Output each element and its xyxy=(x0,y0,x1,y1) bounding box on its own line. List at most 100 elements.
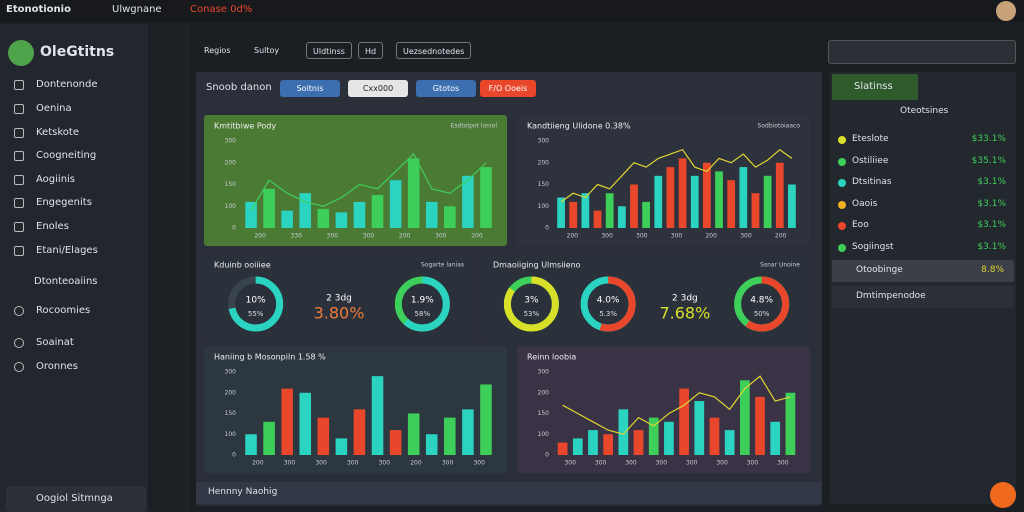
status-dot xyxy=(838,136,846,144)
menu-item[interactable]: Soainat xyxy=(36,337,74,348)
x-tick-label: 300 xyxy=(442,460,454,467)
avatar[interactable] xyxy=(996,1,1016,21)
trend-line xyxy=(250,153,487,211)
chart-title: Kmtitbiwe Pody xyxy=(214,122,276,131)
menu-item[interactable]: Enoles xyxy=(36,221,69,232)
x-tick-label: 300 xyxy=(716,460,728,467)
menu-item[interactable]: Oronnes xyxy=(36,361,78,372)
gauge-legend: Ssnar Unoine xyxy=(760,262,800,269)
gauge-panel xyxy=(483,254,810,339)
bar xyxy=(281,210,293,228)
y-tick-label: 150 xyxy=(225,410,237,417)
x-tick-label: 200 xyxy=(567,233,579,240)
menu-item[interactable]: Etani/Elages xyxy=(36,245,98,256)
filter-button[interactable]: Gtotos xyxy=(416,80,476,97)
filter-button[interactable]: Cxx000 xyxy=(348,80,408,97)
bar xyxy=(593,210,602,228)
y-tick-label: 0 xyxy=(232,452,236,459)
bar xyxy=(630,184,638,228)
bar xyxy=(763,175,772,228)
chart-legend: Sodbiotoiaaco xyxy=(758,123,801,130)
menu-icon xyxy=(14,198,24,208)
toolbar-button[interactable]: Uezsednotedes xyxy=(396,42,472,59)
menu-icon xyxy=(14,306,24,316)
bar xyxy=(581,193,590,228)
x-tick-label: 300 xyxy=(595,460,607,467)
top-item[interactable]: Ulwgnane xyxy=(112,4,162,15)
bar xyxy=(654,175,663,228)
y-tick-label: 200 xyxy=(225,389,237,396)
bar xyxy=(299,193,312,228)
filter-button[interactable]: Soitnis xyxy=(280,80,340,97)
gauge-sublabel: 5.3% xyxy=(599,310,617,318)
x-tick-label: 300 xyxy=(686,460,698,467)
x-tick-label: 300 xyxy=(671,233,683,240)
menu-item[interactable]: Aogiinis xyxy=(36,174,76,185)
settings-button[interactable]: Oogiol Sitmnga xyxy=(6,486,146,512)
x-tick-label: 300 xyxy=(564,460,576,467)
y-tick-label: 0 xyxy=(545,452,549,459)
gauge-sublabel: 55% xyxy=(248,310,264,318)
menu-icon xyxy=(14,222,24,232)
right-tab[interactable]: Slatinss xyxy=(832,74,918,100)
bar xyxy=(425,434,438,455)
chat-button[interactable] xyxy=(990,482,1016,508)
gauge-sublabel: 53% xyxy=(524,310,540,318)
search-box[interactable] xyxy=(828,40,1016,64)
bar xyxy=(371,376,384,455)
list-name[interactable]: Sogiingst xyxy=(852,241,894,252)
main-title: Snoob danon xyxy=(206,82,272,93)
list-name[interactable]: Dtsitinas xyxy=(852,177,892,187)
menu-icon xyxy=(14,338,24,348)
section-title: Dtonteoaiins xyxy=(34,276,98,287)
bar xyxy=(690,175,699,228)
list-row[interactable]: Dmtimpenodoe xyxy=(832,286,1014,308)
bar xyxy=(353,201,366,228)
filter-button[interactable]: F/O Ooeis xyxy=(480,80,536,97)
bar xyxy=(245,201,257,228)
menu-item[interactable]: Coogneiting xyxy=(36,150,97,161)
bar xyxy=(389,430,402,455)
x-tick-label: 300 xyxy=(379,460,391,467)
bar xyxy=(666,167,675,228)
list-name[interactable]: Eoo xyxy=(852,220,869,230)
bar xyxy=(245,434,257,455)
bar xyxy=(664,421,674,455)
menu-icon xyxy=(14,362,24,372)
gauge-legend: Sogarte lanias xyxy=(421,262,464,269)
bar xyxy=(588,430,598,455)
trend-line xyxy=(562,375,791,435)
list-name[interactable]: Ostiliiee xyxy=(852,155,889,166)
bar xyxy=(569,201,578,228)
x-tick-label: 300 xyxy=(740,233,752,240)
gauge-title: Kduinb ooiiiee xyxy=(214,261,271,270)
toolbar-button[interactable]: Hd xyxy=(358,42,384,59)
bar xyxy=(281,388,293,455)
status-dot xyxy=(838,179,846,187)
toolbar-item[interactable]: Regios xyxy=(204,46,231,55)
gauge-label: 3% xyxy=(524,296,539,306)
menu-item[interactable]: Ketskote xyxy=(36,127,79,138)
bar xyxy=(389,180,402,228)
bar xyxy=(557,442,568,455)
menu-item[interactable]: Oenina xyxy=(36,103,72,114)
list-value: $3.1% xyxy=(977,241,1006,252)
x-tick-label: 200 xyxy=(775,233,787,240)
menu-icon xyxy=(14,246,24,256)
menu-item[interactable]: Rocoomies xyxy=(36,305,91,316)
y-tick-label: 300 xyxy=(225,138,237,145)
list-name[interactable]: Eteslote xyxy=(852,134,889,144)
toolbar-item[interactable]: Sultoy xyxy=(254,46,280,55)
bar xyxy=(724,430,735,455)
y-tick-label: 100 xyxy=(225,203,237,210)
list-name[interactable]: Oaois xyxy=(852,198,878,209)
y-tick-label: 0 xyxy=(545,225,549,232)
list-row[interactable]: Otoobinge 8.8% xyxy=(832,260,1014,282)
top-item[interactable]: Conase 0d% xyxy=(190,4,253,15)
stat-big: 7.68% xyxy=(659,304,710,323)
toolbar-button[interactable]: Uldtinss xyxy=(306,42,352,59)
menu-item[interactable]: Dontenonde xyxy=(36,79,98,90)
x-tick-label: 300 xyxy=(315,460,327,467)
stat-big: 3.80% xyxy=(314,304,365,323)
menu-item[interactable]: Engegenits xyxy=(36,197,92,208)
